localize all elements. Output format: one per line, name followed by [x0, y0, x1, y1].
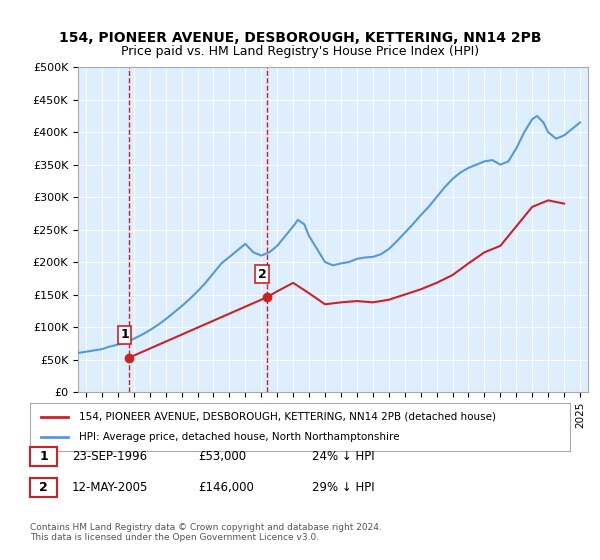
- Text: HPI: Average price, detached house, North Northamptonshire: HPI: Average price, detached house, Nort…: [79, 432, 399, 442]
- Text: £146,000: £146,000: [198, 480, 254, 494]
- Text: 154, PIONEER AVENUE, DESBOROUGH, KETTERING, NN14 2PB: 154, PIONEER AVENUE, DESBOROUGH, KETTERI…: [59, 31, 541, 45]
- Text: 29% ↓ HPI: 29% ↓ HPI: [312, 480, 374, 494]
- Text: This data is licensed under the Open Government Licence v3.0.: This data is licensed under the Open Gov…: [30, 533, 319, 542]
- Text: 24% ↓ HPI: 24% ↓ HPI: [312, 450, 374, 463]
- Text: 23-SEP-1996: 23-SEP-1996: [72, 450, 147, 463]
- Text: 2: 2: [258, 268, 266, 281]
- Text: Contains HM Land Registry data © Crown copyright and database right 2024.: Contains HM Land Registry data © Crown c…: [30, 523, 382, 532]
- Text: 154, PIONEER AVENUE, DESBOROUGH, KETTERING, NN14 2PB (detached house): 154, PIONEER AVENUE, DESBOROUGH, KETTERI…: [79, 412, 496, 422]
- Text: 2: 2: [39, 481, 48, 494]
- Text: 1: 1: [39, 450, 48, 463]
- Text: 12-MAY-2005: 12-MAY-2005: [72, 480, 148, 494]
- Text: Price paid vs. HM Land Registry's House Price Index (HPI): Price paid vs. HM Land Registry's House …: [121, 45, 479, 58]
- Text: 1: 1: [120, 328, 129, 342]
- Text: £53,000: £53,000: [198, 450, 246, 463]
